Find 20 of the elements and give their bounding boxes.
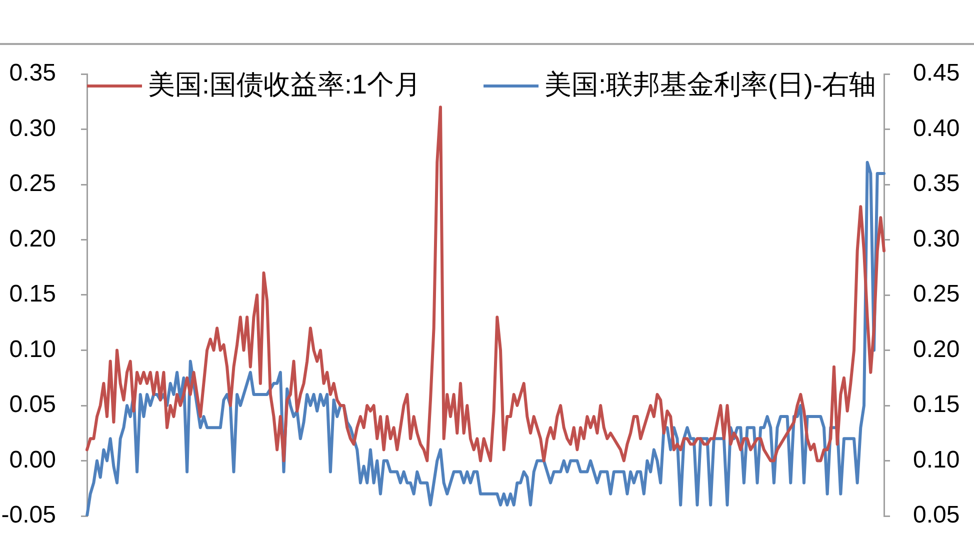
y-tick-label: 0.30	[9, 114, 56, 142]
y2-tick-label: 0.35	[913, 170, 960, 198]
legend-label: 美国:国债收益率:1个月	[148, 69, 422, 100]
y-tick-label: 0.00	[9, 446, 56, 474]
y2-tick-label: 0.20	[913, 336, 960, 363]
y2-tick-label: 0.10	[913, 446, 960, 474]
y2-tick-label: 0.40	[913, 114, 960, 142]
y2-tick-label: 0.15	[913, 391, 960, 418]
y2-tick-label: 0.25	[913, 280, 960, 308]
y-tick-label: 0.05	[9, 391, 56, 418]
y-tick-label: 0.35	[9, 60, 56, 87]
y2-tick-label: 0.05	[913, 502, 960, 529]
y2-tick-label: 0.30	[913, 225, 960, 252]
y-tick-label: -0.05	[1, 502, 56, 529]
y-tick-label: 0.15	[9, 280, 56, 308]
y-tick-label: 0.10	[9, 336, 56, 363]
y-tick-label: 0.20	[9, 225, 56, 252]
y-tick-label: 0.25	[9, 170, 56, 198]
y2-tick-label: 0.45	[913, 60, 960, 87]
legend-label: 美国:联邦基金利率(日)-右轴	[544, 69, 876, 100]
